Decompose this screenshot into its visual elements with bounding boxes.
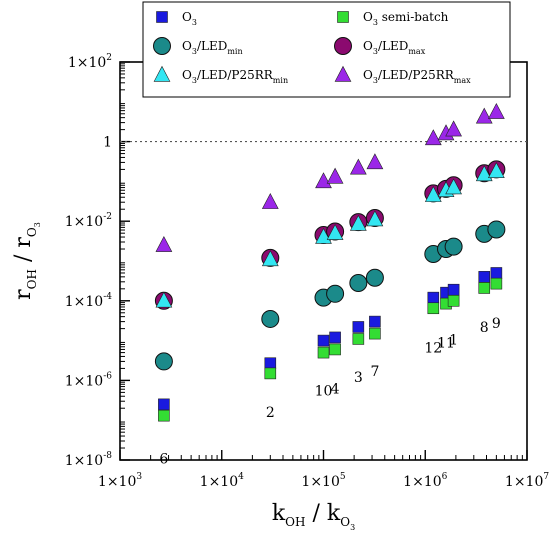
x-tick-label: 1×107 [505, 472, 549, 490]
legend: O3 O3/LEDmin O3/LED/P25RRmin O3 semi-batch O… [142, 1, 511, 98]
data-point [261, 309, 280, 328]
y-tick-label: 1×10-4 [65, 292, 112, 310]
legend-label: O3/LEDmin [182, 39, 243, 56]
data-point [317, 346, 330, 359]
data-point [424, 186, 442, 202]
x-axis-label: kOH / kO3 [272, 501, 355, 532]
data-point [349, 214, 367, 231]
y-tick-label: 1×10-8 [65, 451, 112, 469]
data-point [369, 315, 381, 328]
data-point [261, 250, 279, 267]
x-tick-label: 1×103 [98, 472, 142, 490]
point-label: 12 [424, 340, 442, 356]
series-o3-led-p25rrmax [155, 102, 505, 252]
data-point [154, 352, 173, 371]
point-label: 8 [480, 320, 489, 336]
legend-label: O3 semi-batch [363, 10, 449, 27]
point-label: 1 [449, 333, 458, 349]
data-point [478, 282, 491, 294]
series-o3-ledmin [154, 220, 506, 371]
data-point [487, 102, 505, 119]
data-point [329, 343, 341, 356]
data-point [264, 367, 277, 380]
data-point [158, 398, 170, 411]
data-point [447, 294, 460, 307]
data-point [261, 193, 279, 209]
legend-marker [337, 11, 349, 23]
x-tick-label: 1×104 [200, 472, 244, 490]
series-o3-semi-batch [158, 277, 503, 422]
axes: 1×103 1×104 1×105 1×106 1×107 1×10-8 1×10-6 1×1… [11, 53, 549, 532]
data-point [487, 162, 505, 178]
data-point [349, 274, 368, 293]
data-point [427, 302, 440, 315]
data-point [365, 268, 384, 287]
legend-marker [156, 11, 168, 23]
data-point [427, 291, 440, 304]
data-point [326, 167, 344, 184]
legend-label: O3/LED/P25RRmin [182, 68, 288, 85]
legend-label: O3 [182, 10, 197, 27]
data-point [264, 357, 277, 370]
data-point [158, 409, 170, 422]
legend-marker [334, 37, 352, 55]
data-point [490, 267, 503, 279]
data-point [352, 333, 365, 345]
y-tick-label: 1×102 [68, 53, 112, 71]
y-tick-label: 1 [103, 135, 112, 151]
legend-marker [153, 37, 171, 55]
data-point [329, 331, 341, 344]
point-label: 6 [159, 451, 168, 467]
point-label: 7 [370, 364, 379, 380]
data-point [317, 334, 330, 347]
data-point [366, 210, 384, 227]
data-point [155, 235, 173, 252]
point-label: 9 [492, 316, 501, 332]
data-point [475, 107, 493, 124]
data-point [445, 120, 462, 137]
y-tick-label: 1×10-2 [65, 212, 112, 230]
y-axis-label: rOH / rO3 [11, 222, 42, 300]
data-point [352, 321, 365, 333]
plot-frame [119, 61, 528, 461]
data-point [475, 165, 493, 182]
y-tick-label: 1×10-6 [65, 371, 112, 389]
legend-box [142, 1, 511, 98]
x-tick-label: 1×106 [403, 472, 447, 490]
data-point [478, 271, 491, 283]
point-label: 3 [354, 370, 363, 386]
data-point [315, 172, 332, 189]
point-label: 10 [315, 384, 333, 400]
x-tick-label: 1×105 [301, 472, 345, 490]
data-point [155, 291, 173, 308]
data-point [487, 220, 506, 239]
legend-marker [153, 65, 171, 82]
series-o3-led-p25rrmin [155, 162, 505, 308]
legend-marker [334, 65, 352, 82]
legend-label: O3/LEDmax [363, 39, 426, 56]
data-point [445, 178, 462, 195]
data-point [366, 153, 384, 170]
data-point [326, 284, 345, 303]
data-point [447, 283, 460, 296]
data-point [349, 158, 367, 175]
data-point [326, 223, 344, 240]
point-label: 11 [437, 336, 455, 352]
data-point [444, 237, 463, 256]
data-point [369, 327, 381, 340]
data-point [424, 129, 442, 146]
data-point [490, 277, 503, 290]
data-points [154, 102, 506, 422]
legend-label: O3/LED/P25RRmax [363, 68, 471, 85]
point-label: 4 [331, 382, 340, 398]
point-label: 2 [266, 405, 275, 421]
